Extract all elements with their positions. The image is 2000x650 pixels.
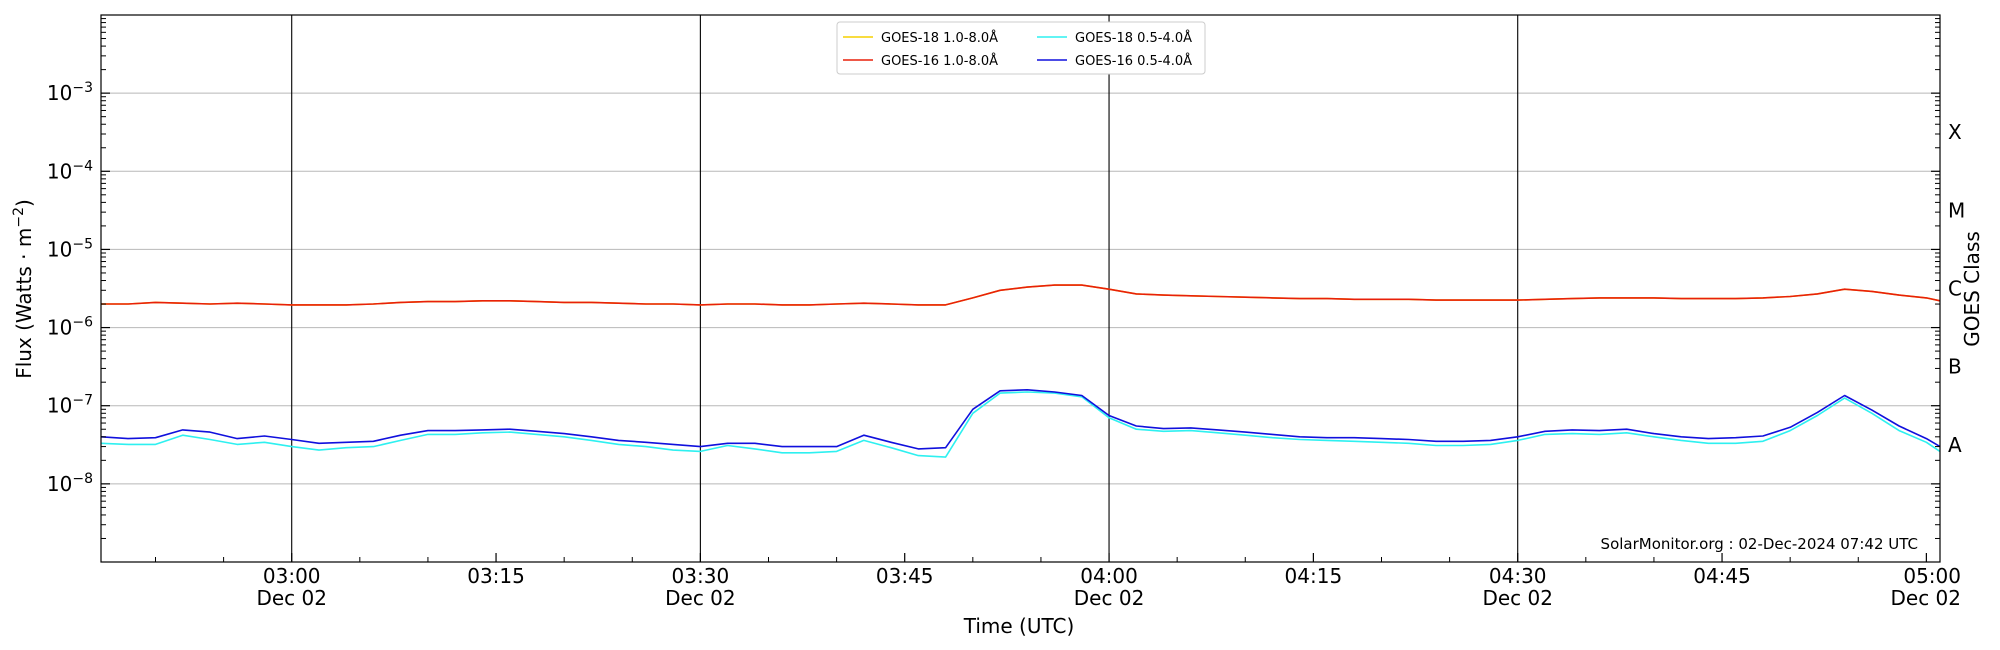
y-tick-base: 10 <box>47 81 72 105</box>
series-lines <box>100 284 1941 458</box>
y-tick-exponent: −5 <box>72 236 93 252</box>
grid-lines <box>101 92 1940 485</box>
credit-text: SolarMonitor.org : 02-Dec-2024 07:42 UTC <box>1601 535 1918 553</box>
y-axis-title-main: Flux (Watts · m <box>12 228 36 379</box>
legend-label-goes18-short: GOES-18 0.5-4.0Å <box>1075 30 1192 46</box>
series-goes16-long <box>101 284 1941 306</box>
goes-class-label-a: A <box>1948 433 1962 457</box>
x-tick-label-8: 05:00 <box>1903 564 1961 588</box>
x-tick-label-4: 04:00 <box>1080 564 1138 588</box>
plot-frame <box>100 14 1941 563</box>
y-tick-label-1: 10−4 <box>47 158 93 183</box>
legend-label-goes16-short: GOES-16 0.5-4.0Å <box>1075 53 1192 69</box>
axis-ticks <box>101 18 1940 562</box>
y-tick-base: 10 <box>47 159 72 183</box>
goes-class-label-b: B <box>1948 355 1962 379</box>
series-goes18-short <box>100 391 1941 458</box>
x-axis-title: Time (UTC) <box>963 614 1075 638</box>
y-tick-base: 10 <box>47 316 72 340</box>
y-tick-label-2: 10−5 <box>47 236 93 261</box>
y-tick-exponent: −8 <box>72 471 93 487</box>
x-tick-label-1: 03:15 <box>467 564 525 588</box>
x-tick-date-6: Dec 02 <box>1482 586 1553 610</box>
x-tick-date-0: Dec 02 <box>256 586 327 610</box>
x-tick-label-0: 03:00 <box>263 564 321 588</box>
y-tick-exponent: −4 <box>72 158 93 174</box>
goes-class-label-m: M <box>1948 198 1965 222</box>
goes-class-label-x: X <box>1948 120 1962 144</box>
goes-class-label-c: C <box>1948 277 1962 301</box>
series-goes16-short <box>100 389 1941 450</box>
legend: GOES-18 1.0-8.0Å GOES-16 1.0-8.0Å GOES-1… <box>836 21 1206 75</box>
x-tick-date-2: Dec 02 <box>665 586 736 610</box>
y-axis-title-exponent: −2 <box>11 207 27 228</box>
x-tick-label-7: 04:45 <box>1693 564 1751 588</box>
y-tick-exponent: −3 <box>72 80 93 96</box>
x-tick-label-2: 03:30 <box>672 564 730 588</box>
y-tick-label-5: 10−8 <box>47 471 93 496</box>
y-axis-title: Flux (Watts · m−2) <box>11 199 36 379</box>
x-tick-label-3: 03:45 <box>876 564 934 588</box>
y-tick-exponent: −6 <box>72 315 93 331</box>
x-tick-date-4: Dec 02 <box>1074 586 1145 610</box>
legend-box <box>836 21 1206 75</box>
x-tick-label-5: 04:15 <box>1285 564 1343 588</box>
goes-class-axis-title: GOES Class <box>1960 231 1984 347</box>
y-tick-exponent: −7 <box>72 393 93 409</box>
x-tick-label-6: 04:30 <box>1489 564 1547 588</box>
x-tick-date-8: Dec 02 <box>1890 586 1961 610</box>
legend-label-goes18-long: GOES-18 1.0-8.0Å <box>881 30 998 46</box>
y-tick-base: 10 <box>47 394 72 418</box>
legend-label-goes16-long: GOES-16 1.0-8.0Å <box>881 53 998 69</box>
day-divider-lines <box>291 15 1519 562</box>
y-tick-base: 10 <box>47 237 72 261</box>
y-tick-label-4: 10−7 <box>47 393 93 418</box>
y-tick-base: 10 <box>47 472 72 496</box>
y-axis-title-close: ) <box>12 199 36 207</box>
y-tick-label-3: 10−6 <box>47 315 93 340</box>
y-tick-label-0: 10−3 <box>47 80 93 105</box>
